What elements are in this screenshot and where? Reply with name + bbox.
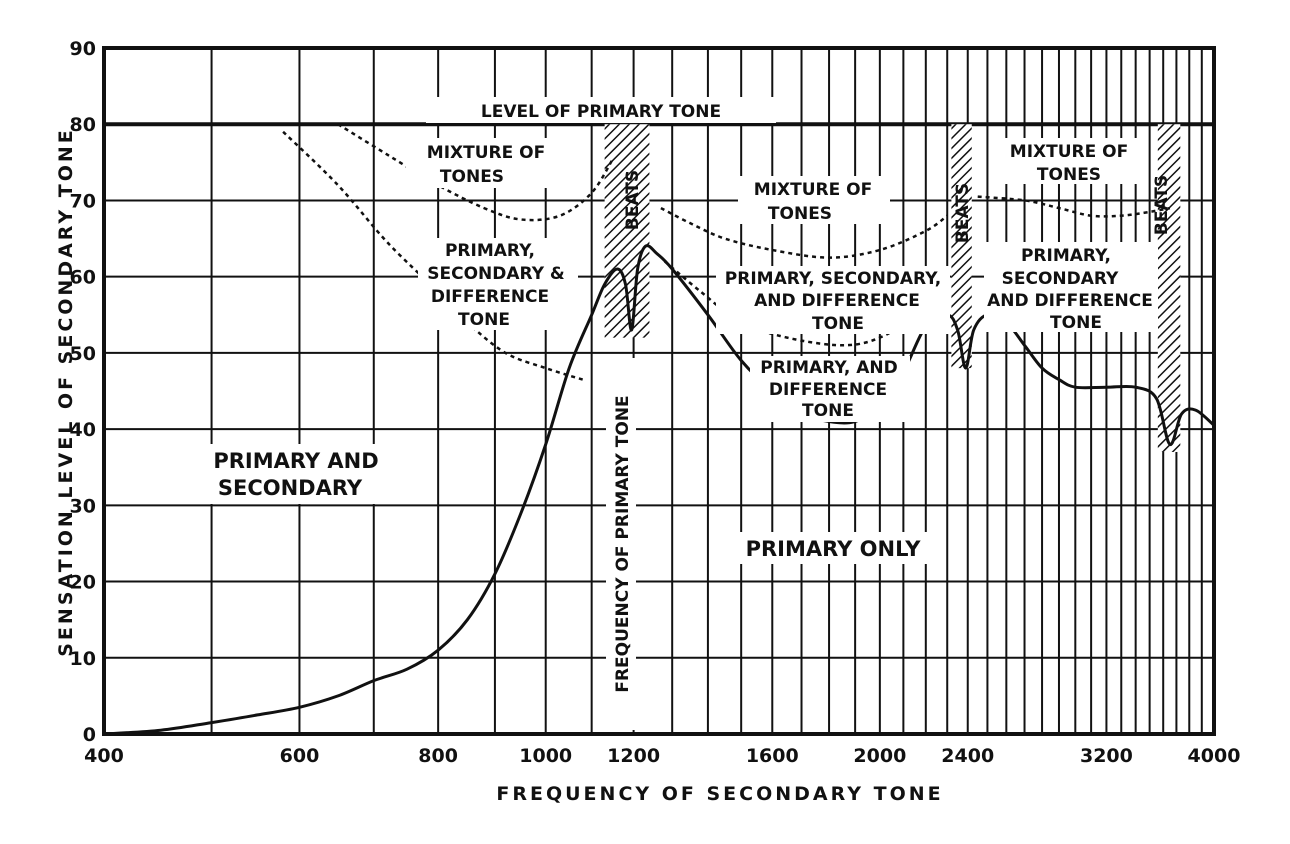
svg-text:TONE: TONE (1050, 313, 1102, 333)
svg-text:DIFFERENCE: DIFFERENCE (431, 287, 549, 307)
svg-text:TONES: TONES (768, 204, 832, 224)
freq-label-bg (606, 358, 636, 730)
svg-text:PRIMARY AND: PRIMARY AND (213, 449, 378, 473)
svg-text:PRIMARY,: PRIMARY, (445, 241, 535, 261)
x-tick-label-1600: 1600 (746, 745, 799, 767)
x-tick-label-2000: 2000 (853, 745, 906, 767)
svg-text:PRIMARY, AND: PRIMARY, AND (760, 358, 897, 378)
svg-text:MIXTURE OF: MIXTURE OF (1010, 142, 1128, 162)
primary-and-secondary: PRIMARY AND SECONDARY (190, 444, 406, 504)
y-tick-label-90: 90 (70, 38, 96, 60)
beats-band-2 (951, 124, 972, 369)
mixture-of-tones-2: MIXTURE OF TONES (738, 176, 890, 224)
svg-text:PRIMARY, SECONDARY,: PRIMARY, SECONDARY, (725, 269, 941, 289)
boundary-curve-4 (663, 260, 938, 347)
x-tick-label-400: 400 (84, 745, 124, 767)
boundary-curve-2 (337, 123, 615, 222)
svg-text:TONE: TONE (458, 310, 510, 330)
svg-text:SECONDARY &: SECONDARY & (427, 264, 565, 284)
frequency-of-primary-tone-label: FREQUENCY OF PRIMARY TONE (613, 395, 633, 692)
y-axis-label: SENSATION LEVEL OF SECONDARY TONE (55, 127, 77, 657)
level-label-bg (426, 97, 776, 123)
boundary-curve-3 (660, 206, 948, 259)
svg-text:TONES: TONES (440, 167, 504, 187)
y-tick-label-0: 0 (83, 724, 96, 746)
svg-text:PRIMARY,: PRIMARY, (1021, 246, 1111, 266)
y-tick-label-40: 40 (70, 419, 96, 441)
axis-ticks: 0 10 20 30 40 50 60 70 80 90 400 600 800 1000 1200 1600… (70, 38, 1241, 767)
x-tick-label-3200: 3200 (1080, 745, 1133, 767)
mixture-of-tones-3: MIXTURE OF TONES (998, 138, 1140, 185)
mixture-of-tones-1: MIXTURE OF TONES (406, 138, 566, 188)
beats-label-3: BEATS (1152, 175, 1172, 235)
beats-label-1: BEATS (623, 170, 643, 230)
plot-frame (102, 46, 1216, 736)
svg-text:AND DIFFERENCE: AND DIFFERENCE (987, 291, 1153, 311)
svg-text:TONE: TONE (812, 314, 864, 334)
svg-text:SECONDARY: SECONDARY (1002, 269, 1119, 289)
primary-secondary-difference-2: PRIMARY, SECONDARY, AND DIFFERENCE TONE (716, 266, 950, 334)
y-tick-label-30: 30 (70, 495, 96, 517)
y-tick-label-50: 50 (70, 343, 96, 365)
svg-text:SECONDARY: SECONDARY (218, 476, 363, 500)
x-axis-label: FREQUENCY OF SECONDARY TONE (496, 783, 943, 805)
y-tick-label-60: 60 (70, 267, 96, 289)
x-tick-label-800: 800 (418, 745, 458, 767)
primary-and-difference: PRIMARY, AND DIFFERENCE TONE (750, 356, 910, 422)
x-tick-label-2400: 2400 (941, 745, 994, 767)
beats-band-3 (1157, 124, 1181, 452)
svg-text:MIXTURE OF: MIXTURE OF (427, 143, 545, 163)
y-tick-label-10: 10 (70, 648, 96, 670)
x-tick-label-1200: 1200 (607, 745, 660, 767)
svg-text:AND DIFFERENCE: AND DIFFERENCE (754, 291, 920, 311)
svg-text:MIXTURE OF: MIXTURE OF (754, 180, 872, 200)
threshold-curve (103, 244, 1215, 736)
boundary-curve-5 (977, 195, 1171, 218)
series-lines (103, 123, 1215, 736)
x-tick-label-600: 600 (280, 745, 320, 767)
primary-only: PRIMARY ONLY (722, 532, 944, 564)
x-tick-label-1000: 1000 (519, 745, 572, 767)
svg-text:TONE: TONE (802, 401, 854, 421)
svg-text:DIFFERENCE: DIFFERENCE (769, 380, 887, 400)
primary-secondary-difference-3: PRIMARY, SECONDARY AND DIFFERENCE TONE (984, 242, 1158, 333)
y-tick-label-70: 70 (70, 190, 96, 212)
svg-text:TONES: TONES (1037, 165, 1101, 185)
level-of-primary-tone-label: LEVEL OF PRIMARY TONE (481, 102, 721, 122)
y-tick-label-20: 20 (70, 572, 96, 594)
x-tick-label-4000: 4000 (1188, 745, 1241, 767)
y-tick-label-80: 80 (70, 114, 96, 136)
primary-secondary-difference-1: PRIMARY, SECONDARY & DIFFERENCE TONE (418, 238, 578, 330)
svg-text:PRIMARY ONLY: PRIMARY ONLY (746, 537, 922, 561)
beats-label-2: BEATS (953, 183, 973, 243)
